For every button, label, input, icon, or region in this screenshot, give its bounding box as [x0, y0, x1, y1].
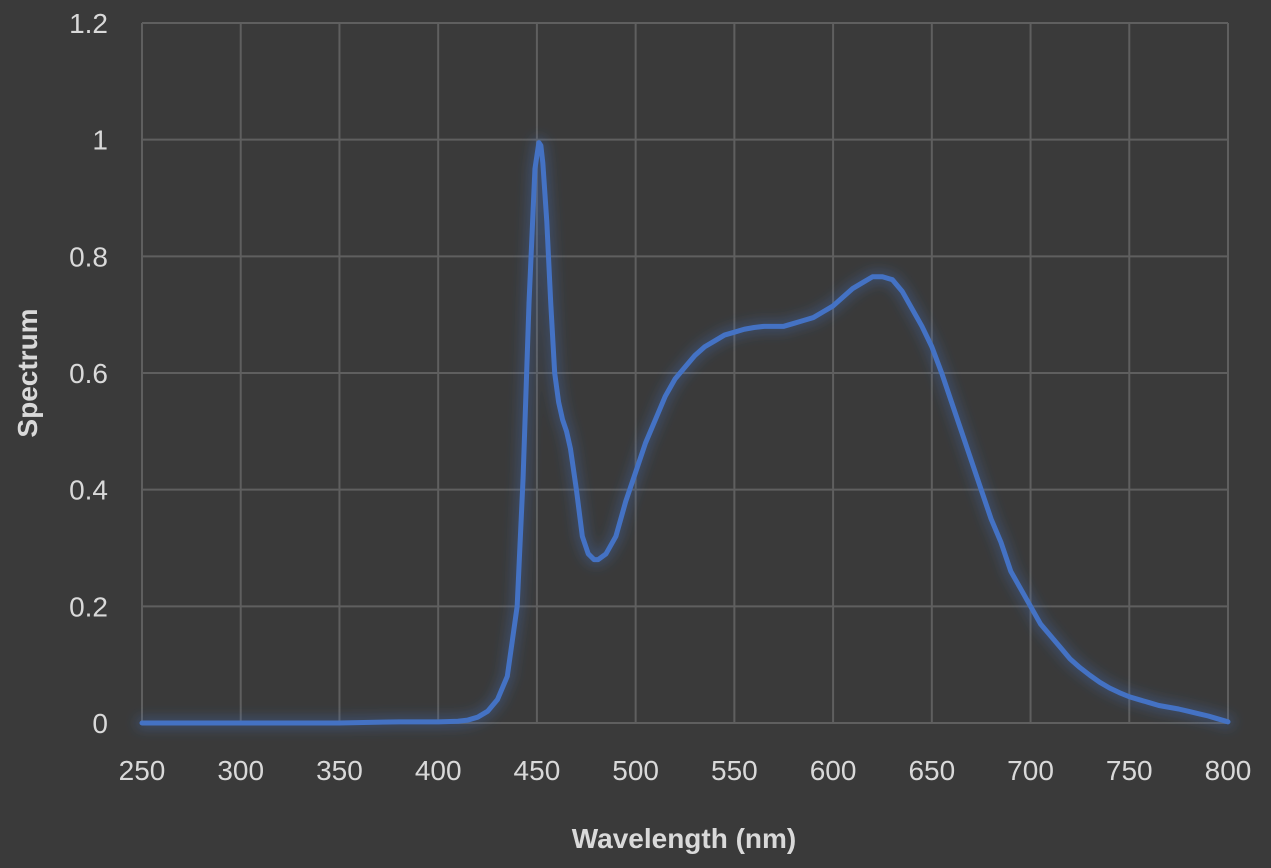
x-tick-labels: 250 300 350 400 450 500 550 600 650 700 750 800 [119, 755, 1252, 786]
y-tick-label: 0.2 [69, 591, 108, 622]
series-line [139, 140, 1231, 726]
x-tick-label: 400 [415, 755, 462, 786]
y-tick-label: 1 [92, 125, 108, 156]
x-tick-label: 600 [810, 755, 857, 786]
y-tick-labels: 0 0.2 0.4 0.6 0.8 1 1.2 [69, 8, 108, 739]
x-axis-title: Wavelength (nm) [572, 823, 797, 854]
y-tick-label: 0.8 [69, 241, 108, 272]
y-tick-label: 1.2 [69, 8, 108, 39]
x-tick-label: 550 [711, 755, 758, 786]
series-group [136, 136, 1234, 729]
x-tick-label: 300 [217, 755, 264, 786]
x-tick-label: 650 [908, 755, 955, 786]
x-tick-label: 350 [316, 755, 363, 786]
x-tick-label: 800 [1205, 755, 1252, 786]
y-tick-label: 0 [92, 708, 108, 739]
x-tick-label: 250 [119, 755, 166, 786]
x-tick-label: 500 [612, 755, 659, 786]
grid [141, 22, 1229, 724]
y-axis-title: Spectrum [12, 308, 43, 437]
x-tick-label: 700 [1007, 755, 1054, 786]
y-tick-label: 0.6 [69, 358, 108, 389]
x-tick-label: 450 [514, 755, 561, 786]
series-line-glow [136, 136, 1234, 729]
y-tick-label: 0.4 [69, 475, 108, 506]
x-tick-label: 750 [1106, 755, 1153, 786]
